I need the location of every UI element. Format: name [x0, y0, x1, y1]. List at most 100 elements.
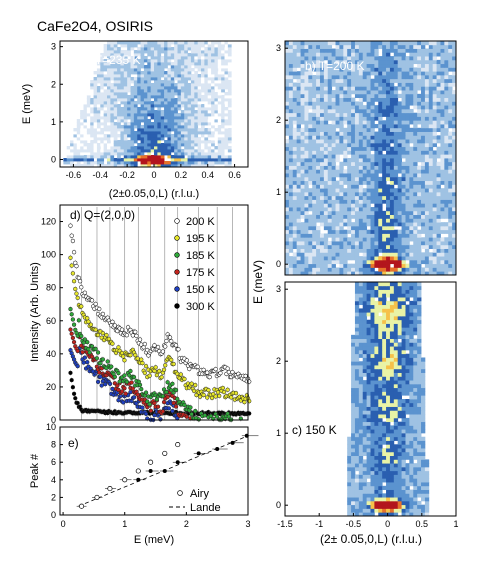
heatmap-cell [103, 77, 108, 81]
heatmap-cell [296, 154, 301, 159]
heatmap-cell [86, 122, 91, 126]
heatmap-cell [160, 89, 165, 93]
heatmap-cell [448, 97, 453, 102]
heatmap-cell [113, 89, 118, 93]
heatmap-cell [432, 63, 437, 68]
heatmap-cell [140, 125, 145, 129]
heatmap-cell [120, 44, 125, 48]
heatmap-cell [440, 271, 445, 276]
heatmap-cell [421, 90, 426, 95]
heatmap-cell [130, 113, 135, 117]
heatmap-cell [347, 210, 352, 216]
heatmap-cell [378, 229, 383, 234]
heatmap-cell [66, 152, 71, 156]
heatmap-cell [76, 155, 81, 159]
heatmap-cell [347, 263, 352, 268]
heatmap-cell [130, 56, 135, 60]
heatmap-cell [405, 417, 410, 423]
heatmap-cell [103, 113, 108, 117]
heatmap-cell [351, 112, 356, 117]
heatmap-cell [331, 158, 336, 163]
heatmap-cell [211, 89, 215, 93]
heatmap-cell [366, 402, 371, 407]
heatmap-cell [143, 113, 148, 117]
heatmap-cell [154, 161, 158, 165]
heatmap-cell [288, 244, 294, 249]
heatmap-cell [86, 110, 91, 114]
heatmap-cell [448, 139, 453, 144]
heatmap-cell [86, 149, 91, 153]
heatmap-cell [351, 158, 356, 163]
heatmap-cell [154, 47, 158, 51]
heatmap-cell [405, 436, 410, 441]
heatmap-cell [288, 74, 294, 80]
heatmap-cell [292, 229, 298, 234]
heatmap-cell [143, 92, 148, 96]
heatmap-cell [370, 191, 375, 197]
heatmap-cell [103, 155, 108, 159]
heatmap-cell [180, 155, 185, 159]
heatmap-cell [413, 410, 418, 415]
heatmap-cell [319, 241, 325, 246]
heatmap-cell [358, 237, 364, 242]
heatmap-cell [304, 90, 309, 95]
heatmap-cell [378, 508, 383, 513]
heatmap-cell [180, 149, 185, 153]
heatmap-cell [436, 191, 441, 197]
heatmap-cell [389, 90, 395, 95]
heatmap-cell [312, 97, 317, 102]
heatmap-cell [86, 161, 91, 165]
heatmap-cell [137, 83, 141, 87]
heatmap-cell [308, 180, 313, 185]
heatmap-cell [224, 149, 229, 153]
heatmap-cell [207, 143, 212, 147]
heatmap-cell [389, 259, 395, 265]
heatmap-cell [452, 101, 457, 106]
heatmap-cell [452, 165, 457, 170]
heatmap-cell [123, 77, 128, 81]
heatmap-cell [358, 241, 364, 246]
heatmap-cell [187, 98, 192, 102]
heatmap-cell [444, 173, 449, 178]
heatmap-cell [170, 107, 175, 111]
heatmap-cell [393, 207, 399, 212]
heatmap-cell [204, 95, 209, 99]
heatmap-cell [217, 50, 222, 54]
heatmap-cell [296, 146, 301, 151]
heatmap-cell [335, 41, 340, 46]
heatmap-cell [296, 56, 301, 61]
heatmap-cell [107, 59, 111, 63]
heatmap-cell [96, 92, 101, 96]
heatmap-cell [150, 65, 155, 69]
heatmap-cell [319, 116, 325, 121]
heatmap-cell [140, 50, 145, 54]
heatmap-cell [401, 259, 406, 265]
heatmap-cell [370, 410, 375, 415]
heatmap-cell [389, 210, 395, 216]
heatmap-cell [133, 134, 138, 138]
heatmap-cell [378, 414, 383, 419]
heatmap-cell [413, 165, 418, 170]
heatmap-cell [117, 41, 121, 45]
heatmap-cell [424, 112, 430, 117]
heatmap-cell [405, 63, 410, 68]
heatmap-cell [389, 97, 395, 102]
heatmap-cell [436, 256, 441, 261]
heatmap-cell [417, 214, 422, 219]
heatmap-cell [358, 158, 364, 163]
heatmap-cell [409, 263, 414, 268]
heatmap-cell [382, 146, 387, 151]
heatmap-cell [207, 77, 212, 81]
heatmap-cell [190, 80, 195, 84]
heatmap-cell [292, 86, 298, 91]
heatmap-cell [440, 173, 445, 178]
heatmap-cell [448, 131, 453, 136]
heatmap-cell [194, 41, 199, 45]
heatmap-cell [308, 222, 313, 227]
heatmap-cell [110, 56, 115, 60]
heatmap-cell [93, 98, 98, 102]
heatmap-cell [335, 184, 340, 189]
heatmap-cell [440, 267, 445, 272]
heatmap-cell [382, 210, 387, 216]
heatmap-cell [436, 101, 441, 106]
